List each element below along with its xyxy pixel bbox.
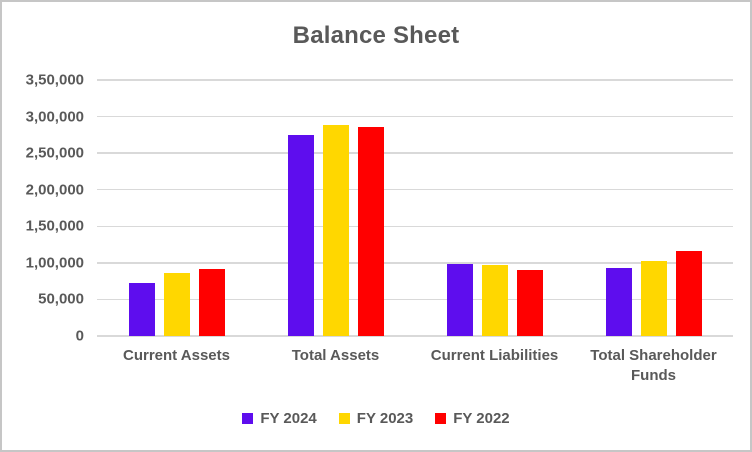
legend-label: FY 2022 [453,410,510,427]
legend-swatch [435,413,447,424]
gridline [97,225,733,228]
bar-group [287,80,384,336]
y-axis-tick-label: 2,00,000 [25,181,84,199]
gridline [97,262,733,264]
chart-title: Balance Sheet [292,22,460,49]
x-axis-category-label: Total Assets [291,347,380,364]
legend: FY 2024 FY 2023 FY 2022 [2,410,750,427]
y-axis-tick-label: 3,50,000 [25,71,84,89]
y-axis-tick-label: 50,000 [38,290,84,308]
x-axis-category-label: Current Liabilities [430,347,559,364]
bar-fy-2023 [640,260,667,336]
bar-fy-2022 [198,268,225,336]
plot-area: 0 50,000 1,00,000 1,50,000 2,00,000 2,50,000 3… [26,72,733,384]
bar-group [128,80,225,336]
gridline [97,79,733,81]
gridline [97,188,733,191]
y-axis-tick-label: 3,00,000 [25,108,84,126]
y-axis-tick-label: 2,50,000 [25,144,84,162]
bar-fy-2024 [128,283,155,336]
bar-fy-2024 [446,264,473,336]
legend-item: FY 2024 [242,410,317,427]
bar-fy-2023 [163,273,190,336]
bar-fy-2022 [675,251,702,336]
gridline [97,335,733,337]
legend-swatch [338,413,350,424]
y-axis-tick-label: 1,00,000 [25,254,84,272]
legend-item: FY 2023 [338,410,414,427]
bar-fy-2022 [516,270,543,336]
y-axis-tick-label: 0 [75,327,84,345]
y-axis-tick-label: 1,50,000 [25,217,84,235]
gridline [97,298,733,301]
bar-fy-2024 [605,267,632,336]
x-axis-category-label: Current Assets [123,347,230,364]
legend-swatch [242,413,254,424]
bar-fy-2023 [481,265,508,336]
gridline [97,152,733,154]
x-axis-category-label: Total Shareholder Funds [590,347,717,384]
legend-item: FY 2022 [435,410,510,427]
bar-fy-2024 [287,134,314,336]
bar-group [605,80,702,336]
legend-label: FY 2024 [260,410,317,427]
bar-group [446,80,543,336]
gridline [97,115,733,118]
bar-fy-2023 [322,125,349,336]
legend-label: FY 2023 [356,410,414,427]
bar-fy-2022 [357,126,384,336]
